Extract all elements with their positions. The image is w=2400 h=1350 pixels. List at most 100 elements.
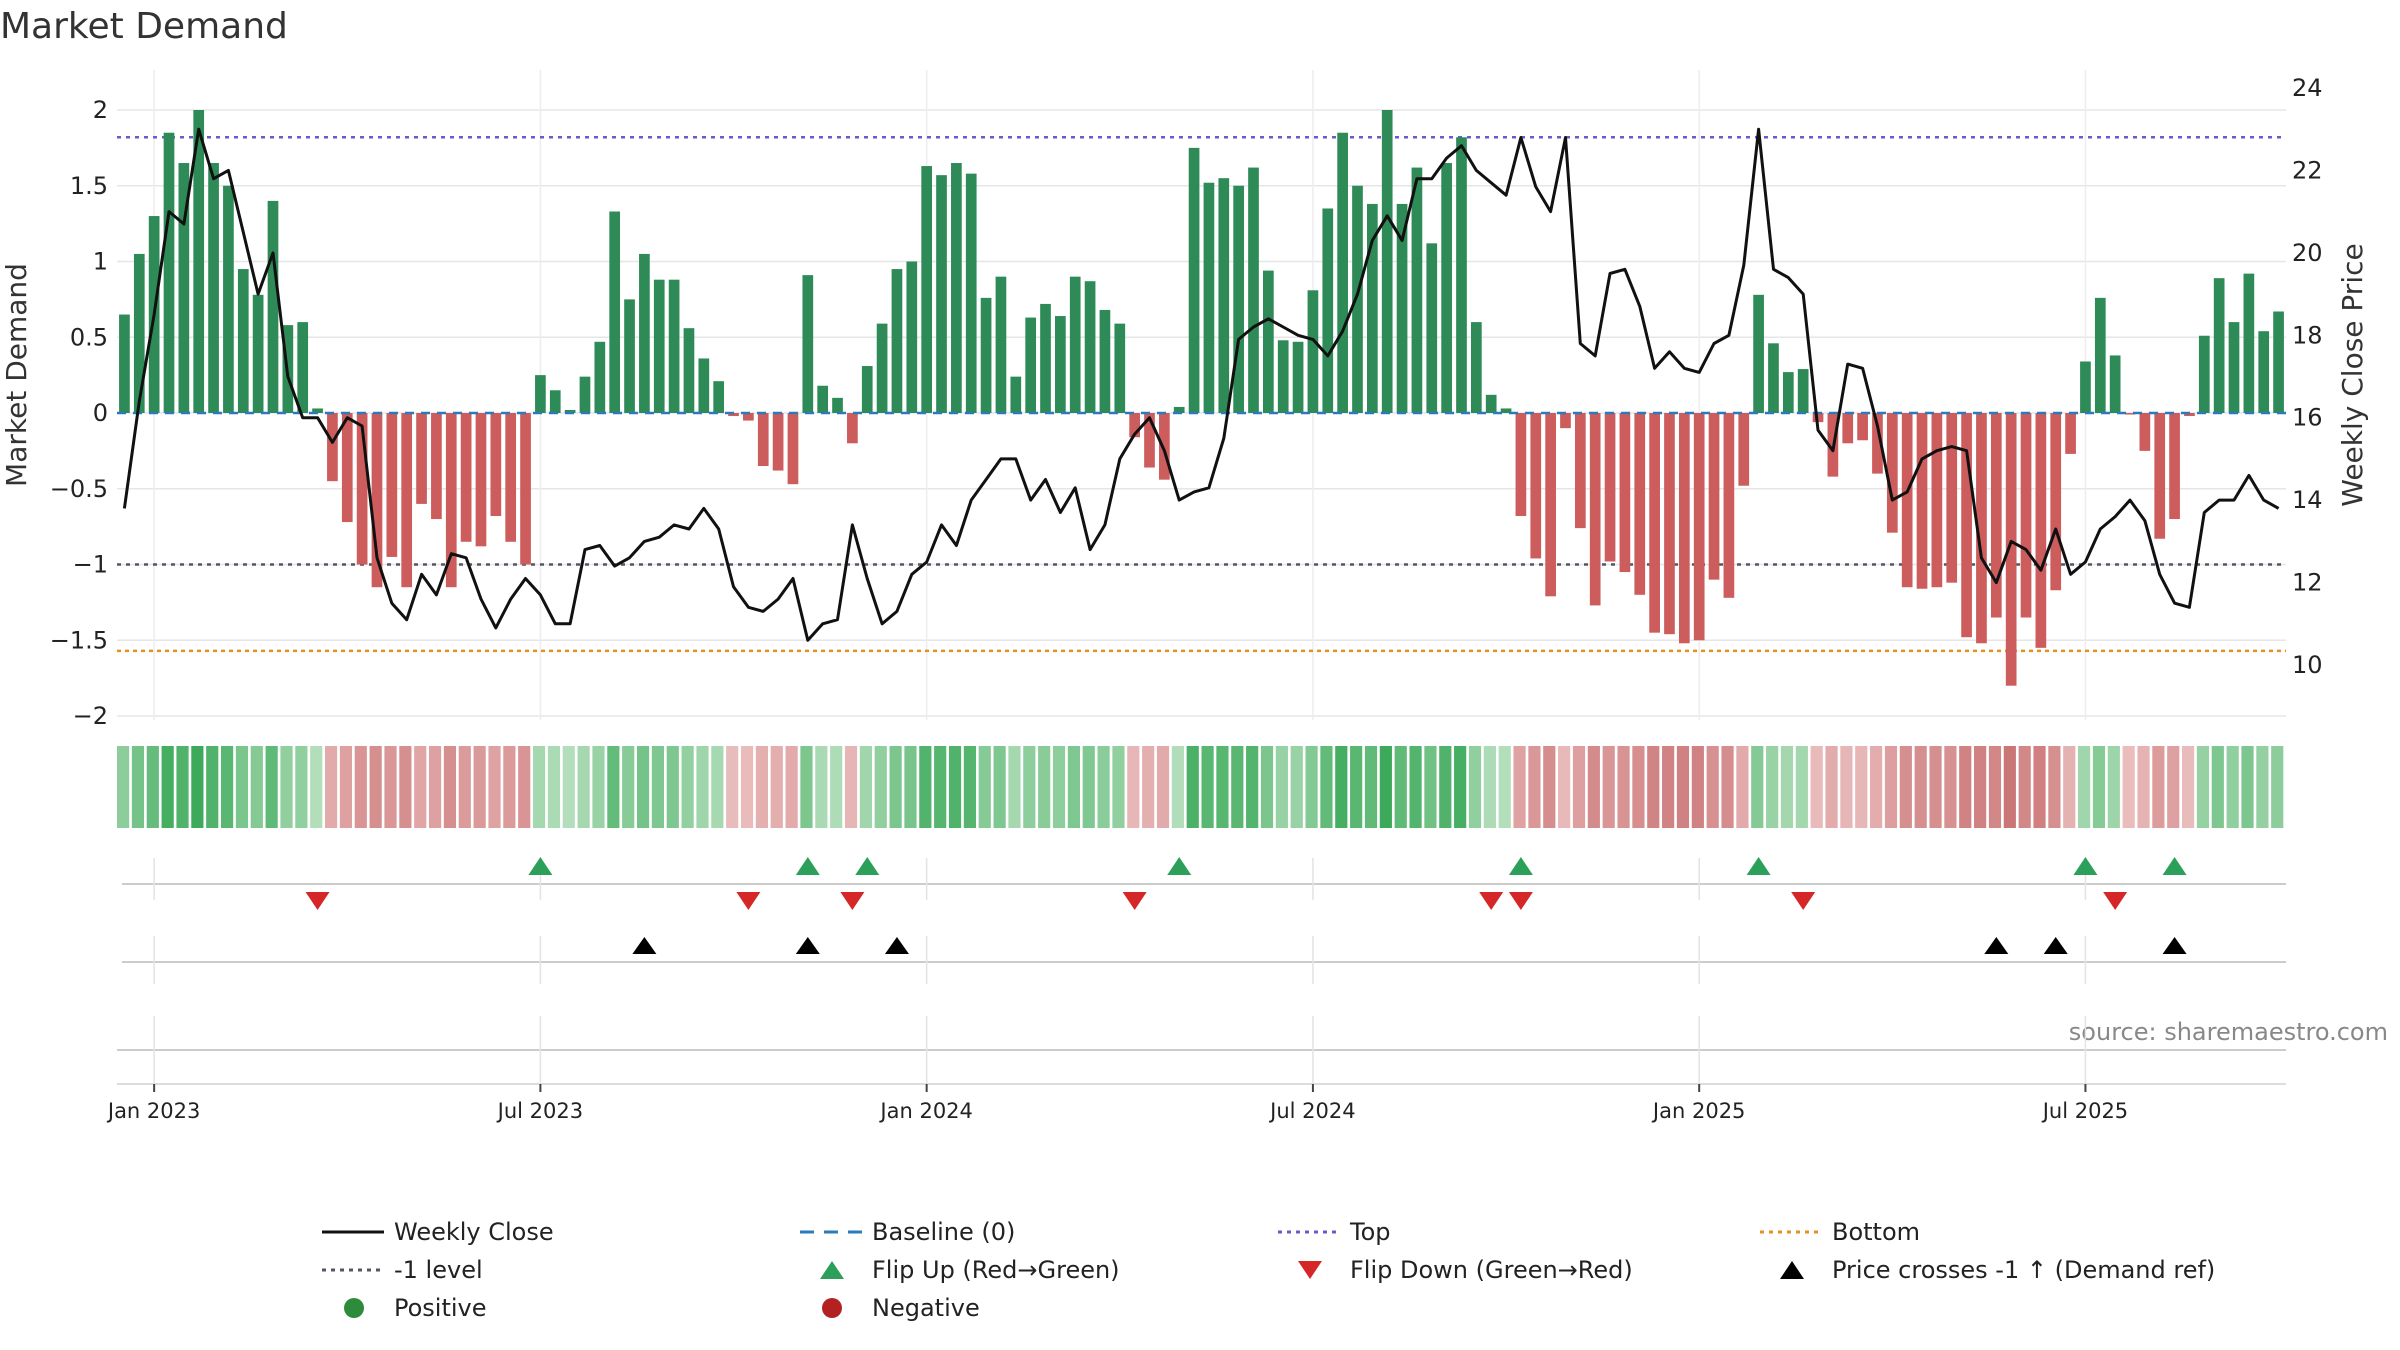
heat-cell [592, 746, 605, 828]
heat-cell [235, 746, 249, 828]
demand-bar [312, 408, 323, 413]
demand-bar [1129, 413, 1140, 438]
demand-bar [639, 253, 650, 413]
heat-cell [176, 746, 189, 828]
main-gridlines [117, 70, 2286, 720]
flip-up-marker [795, 857, 820, 875]
weekly-close-series [122, 127, 2280, 642]
demand-bar [951, 163, 962, 413]
demand-bar [475, 413, 487, 547]
demand-bar [1381, 110, 1393, 413]
demand-bar [891, 269, 903, 413]
heat-cell [2003, 746, 2016, 828]
demand-bar [757, 413, 769, 467]
demand-bar [1069, 276, 1081, 413]
demand-bar [1218, 178, 1230, 413]
left-tick-label: −0.5 [50, 475, 108, 503]
demand-bar [1842, 413, 1854, 444]
heat-cell [1988, 746, 2002, 828]
demand-bar [1470, 322, 1482, 413]
heat-cell [310, 746, 323, 828]
heat-cell [339, 746, 353, 828]
heat-cell [2182, 746, 2195, 828]
heat-cell [1171, 746, 1184, 828]
heat-cell [1023, 746, 1036, 828]
heat-cell [503, 746, 516, 828]
heat-cell [2018, 746, 2031, 828]
demand-bar [1604, 413, 1616, 562]
demand-bar [1589, 413, 1601, 606]
heat-cell [1127, 746, 1140, 828]
demand-bar [1307, 290, 1319, 413]
demand-bar [1456, 137, 1467, 413]
demand-bar [2139, 413, 2151, 451]
heat-cell [1944, 746, 1957, 828]
flip-down-marker [736, 892, 761, 910]
heat-cell [904, 746, 917, 828]
right-tick-label: 14 [2292, 486, 2323, 514]
demand-bar [1738, 413, 1750, 486]
heat-cell [726, 746, 739, 828]
demand-bar [1723, 413, 1735, 598]
heat-cell [1617, 746, 1630, 828]
legend-item: -1 level [322, 1256, 483, 1284]
heat-cell [2107, 746, 2120, 828]
demand-bar [2258, 331, 2270, 413]
legend-triangle-down-icon [1298, 1261, 1322, 1279]
demand-bar [921, 166, 933, 413]
right-tick-label: 24 [2292, 74, 2323, 102]
legend-label: Bottom [1832, 1218, 1920, 1246]
demand-bar [1203, 182, 1215, 413]
heat-cell [1602, 746, 1615, 828]
demand-bar [1678, 413, 1690, 644]
demand-bar [1574, 413, 1586, 529]
demand-bar [133, 253, 145, 413]
heat-cell [1780, 746, 1794, 828]
flip-down-marker [2103, 892, 2128, 910]
heat-cell [532, 746, 546, 828]
demand-bar [1025, 317, 1037, 413]
demand-bar [743, 413, 754, 421]
flip-up-marker [528, 857, 553, 875]
heat-cell [934, 746, 947, 828]
heat-cell [2137, 746, 2150, 828]
heat-cell [1914, 746, 1927, 828]
heat-cell [1275, 746, 1288, 828]
flip-up-marker [1167, 857, 1192, 875]
right-tick-label: 10 [2292, 651, 2323, 679]
legend-label: Weekly Close [394, 1218, 554, 1246]
demand-bar [1173, 406, 1185, 413]
left-tick-label: 0.5 [70, 323, 108, 351]
demand-bar [1099, 309, 1111, 413]
heat-cell [1736, 746, 1749, 828]
heat-cell [562, 746, 575, 828]
legend-circle-icon [344, 1298, 364, 1318]
heat-cell [2092, 746, 2106, 828]
right-axis-ticks: 10 12 14 16 18 20 22 24 [2292, 74, 2323, 679]
heat-cell [2078, 746, 2091, 828]
heat-cell [265, 746, 278, 828]
legend-triangle-up-icon [820, 1261, 844, 1279]
heat-cell [1424, 746, 1437, 828]
demand-bar [1352, 185, 1363, 413]
right-tick-label: 16 [2292, 404, 2323, 432]
source-note: source: sharemaestro.com [2069, 1018, 2388, 1046]
heat-cell [740, 746, 754, 828]
demand-bar [1545, 413, 1556, 597]
demand-bar [1619, 413, 1631, 573]
heat-cell [770, 746, 783, 828]
heat-cell [1632, 746, 1645, 828]
heat-cell [800, 746, 813, 828]
legend-label: Baseline (0) [872, 1218, 1015, 1246]
demand-bar [2065, 413, 2076, 454]
demand-bar [965, 173, 977, 413]
demand-bar [847, 413, 858, 444]
demand-bar [1366, 203, 1378, 413]
demand-bar [1768, 343, 1779, 413]
demand-bar [2213, 278, 2225, 413]
demand-bar [460, 413, 472, 542]
demand-bar [1485, 394, 1497, 413]
demand-bar [445, 413, 457, 588]
heat-cell [428, 746, 442, 828]
demand-bar [906, 261, 918, 413]
